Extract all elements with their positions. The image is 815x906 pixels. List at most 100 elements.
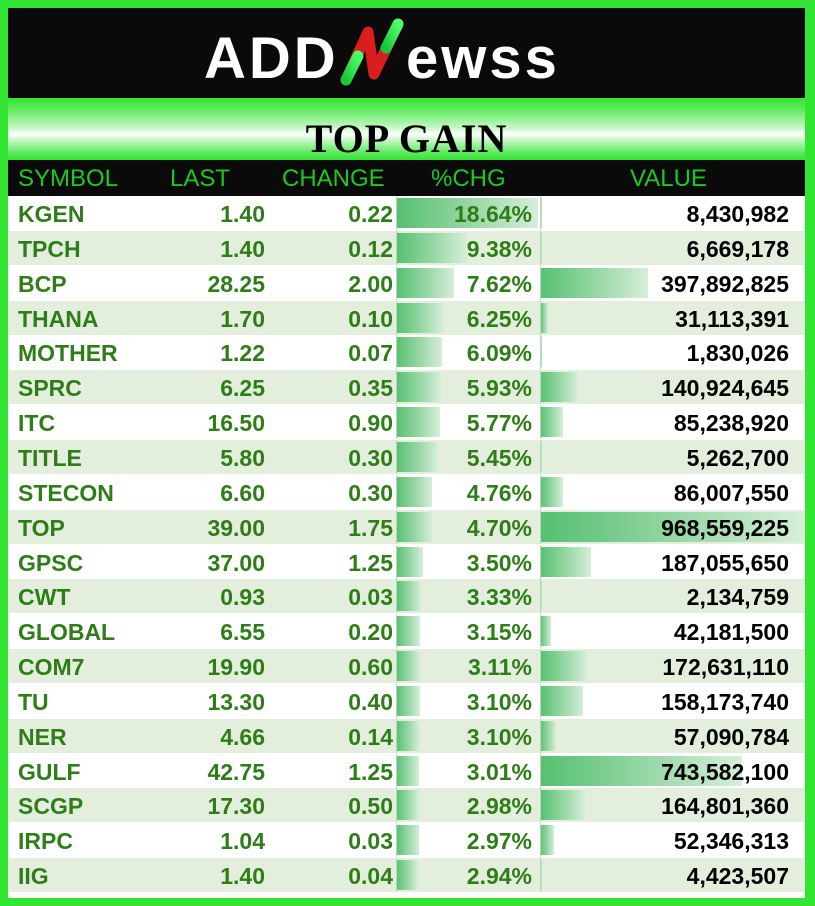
page-title: TOP GAIN (305, 116, 508, 161)
pct-change-bar (396, 581, 422, 612)
column-divider (540, 788, 541, 823)
column-divider (396, 196, 397, 230)
column-divider (396, 753, 397, 788)
value-bar-cell (540, 440, 805, 474)
value-bar (540, 860, 542, 891)
pct-change-bar (396, 372, 442, 403)
value-cell: 5,262,700 (686, 444, 789, 471)
symbol-cell: NER (18, 723, 67, 750)
column-divider (396, 405, 397, 440)
column-divider (396, 509, 397, 544)
last-price-cell: 5.80 (220, 444, 265, 471)
symbol-cell: IIG (18, 863, 49, 890)
change-cell: 0.03 (348, 828, 393, 855)
pct-change-cell: 9.38% (466, 235, 532, 262)
value-bar (540, 825, 555, 856)
column-divider (540, 405, 541, 440)
column-divider (396, 544, 397, 579)
value-cell: 86,007,550 (673, 479, 789, 506)
value-bar-cell (540, 614, 805, 648)
value-bar-cell (540, 649, 805, 683)
last-price-cell: 4.66 (220, 723, 265, 750)
change-cell: 0.12 (348, 235, 393, 262)
change-cell: 0.20 (348, 619, 393, 646)
value-bar (540, 441, 542, 472)
value-bar-cell (540, 475, 805, 509)
value-cell: 164,801,360 (661, 793, 789, 820)
value-bar-cell (540, 196, 805, 230)
column-divider (540, 300, 541, 335)
pct-change-bar (396, 511, 432, 542)
pct-change-bar (396, 302, 444, 333)
pct-change-cell: 3.10% (466, 723, 532, 750)
value-cell: 743,582,100 (661, 758, 789, 785)
column-divider (540, 370, 541, 405)
column-divider (540, 823, 541, 858)
pct-change-cell: 2.98% (466, 793, 532, 820)
value-cell: 1,830,026 (686, 340, 789, 367)
column-divider (540, 544, 541, 579)
column-divider (540, 335, 541, 370)
pct-change-bar-cell (396, 719, 540, 753)
pct-change-cell: 5.45% (466, 444, 532, 471)
value-bar (540, 720, 556, 751)
change-cell: 1.25 (348, 758, 393, 785)
column-divider (396, 823, 397, 858)
column-divider (396, 718, 397, 753)
pct-change-bar (396, 407, 440, 438)
table-row: TPCH 1.40 0.12 9.38% 6,669,178 (8, 230, 805, 265)
symbol-cell: TPCH (18, 235, 81, 262)
pct-change-bar (396, 720, 420, 751)
column-divider (540, 649, 541, 684)
table-header: SYMBOL LAST CHANGE %CHG VALUE (8, 160, 805, 196)
symbol-cell: TITLE (18, 444, 82, 471)
value-cell: 4,423,507 (686, 863, 789, 890)
pct-change-cell: 3.15% (466, 619, 532, 646)
symbol-cell: THANA (18, 305, 99, 332)
symbol-cell: GLOBAL (18, 619, 116, 646)
column-divider (396, 788, 397, 823)
column-divider (540, 858, 541, 893)
value-bar-cell (540, 545, 805, 579)
last-price-cell: 19.90 (207, 654, 265, 681)
change-cell: 1.75 (348, 514, 393, 541)
title-band: TOP GAIN (8, 98, 805, 160)
pct-change-bar-cell (396, 405, 540, 439)
pct-change-bar-cell (396, 475, 540, 509)
pct-change-cell: 5.77% (466, 410, 532, 437)
value-bar (540, 476, 564, 507)
column-divider (540, 265, 541, 300)
pct-change-bar (396, 825, 419, 856)
value-cell: 2,134,759 (686, 584, 789, 611)
value-bar (540, 581, 542, 612)
pct-change-bar (396, 860, 419, 891)
value-cell: 140,924,645 (661, 375, 789, 402)
value-bar (540, 407, 564, 438)
pct-change-cell: 3.11% (468, 654, 532, 681)
value-bar-cell (540, 788, 805, 822)
value-cell: 57,090,784 (673, 723, 789, 750)
pct-change-bar-cell (396, 196, 540, 230)
value-cell: 85,238,920 (673, 410, 789, 437)
table-row: GULF 42.75 1.25 3.01% 743,582,100 (8, 753, 805, 788)
value-bar-cell (540, 719, 805, 753)
value-bar (540, 198, 543, 228)
value-bar (540, 232, 542, 263)
pct-change-bar-cell (396, 545, 540, 579)
change-cell: 0.04 (348, 863, 393, 890)
change-cell: 0.03 (348, 584, 393, 611)
column-divider (396, 474, 397, 509)
table-row: IIG 1.40 0.04 2.94% 4,423,507 (8, 858, 805, 893)
column-divider (540, 230, 541, 265)
last-price-cell: 1.40 (220, 863, 265, 890)
last-price-cell: 17.30 (207, 793, 265, 820)
column-divider (396, 683, 397, 718)
table-row: TU 13.30 0.40 3.10% 158,173,740 (8, 683, 805, 718)
last-price-cell: 1.70 (220, 305, 265, 332)
pct-change-bar-cell (396, 440, 540, 474)
table-row: COM7 19.90 0.60 3.11% 172,631,110 (8, 649, 805, 684)
value-bar-cell (540, 231, 805, 265)
column-divider (396, 230, 397, 265)
pct-change-bar (396, 337, 443, 368)
value-bar-cell (540, 684, 805, 718)
